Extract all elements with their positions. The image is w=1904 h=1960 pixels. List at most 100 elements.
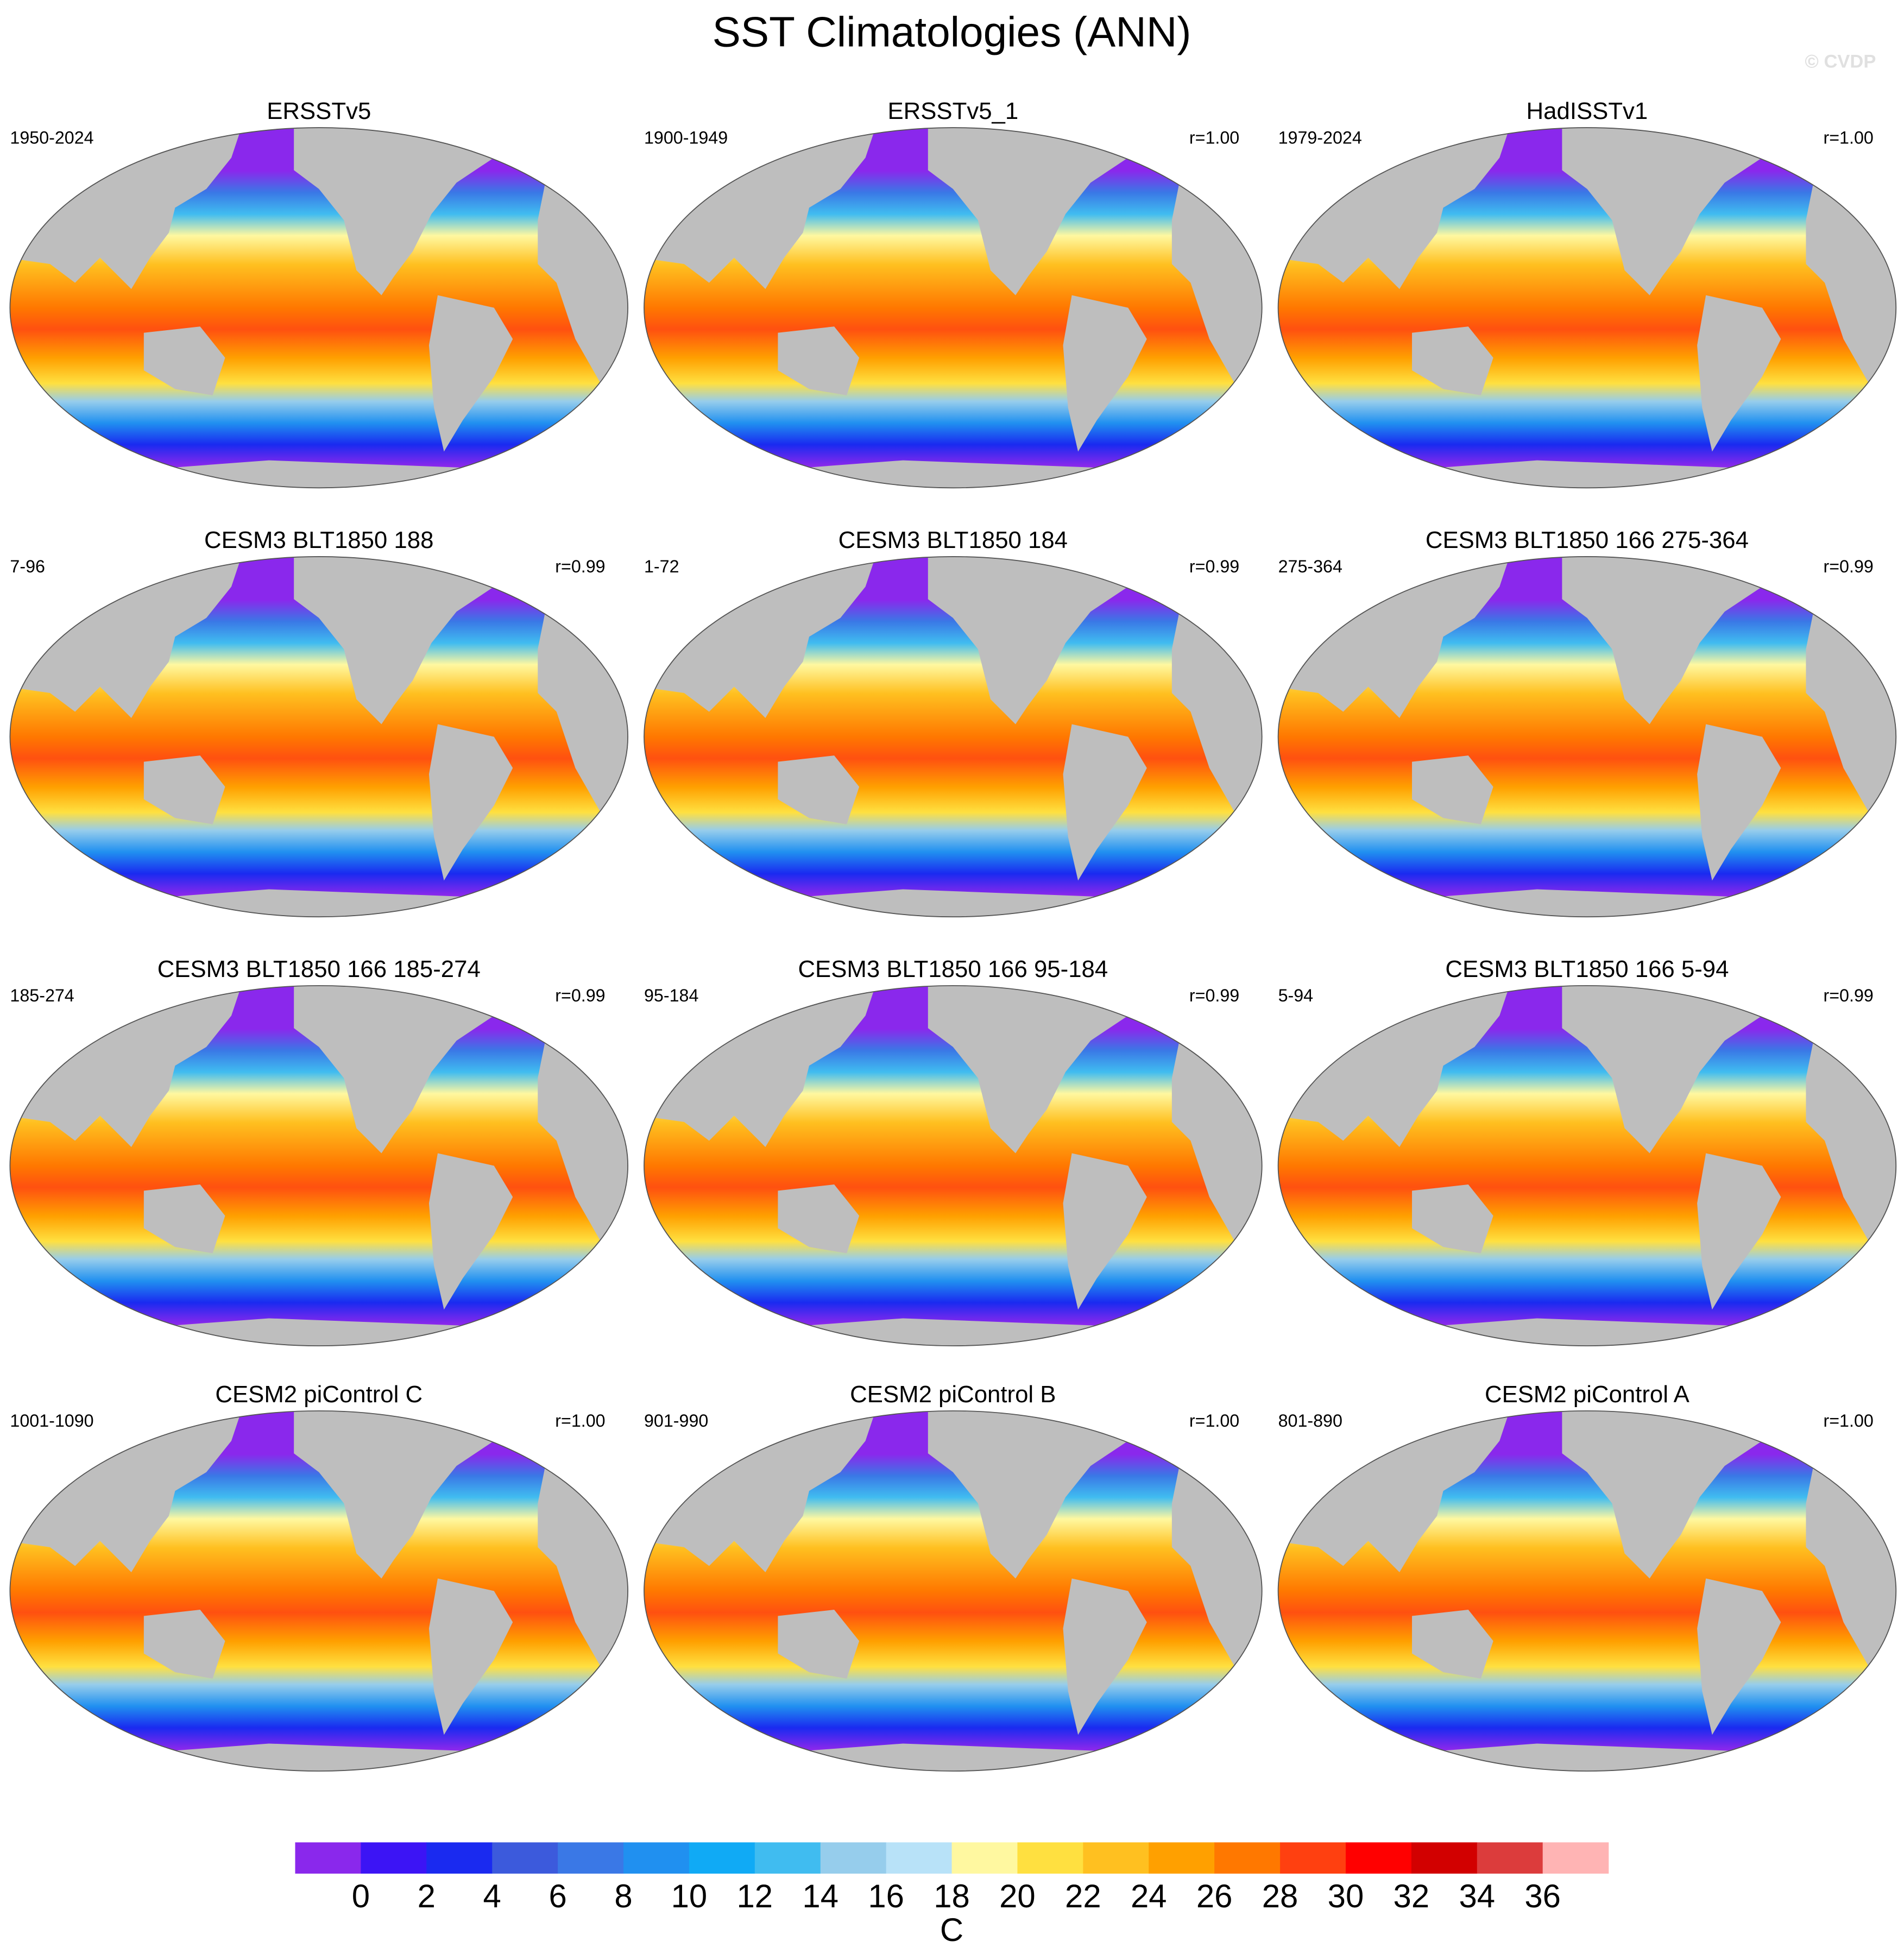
panel-period: 801-890 xyxy=(1278,1411,1342,1430)
map xyxy=(1275,549,1900,924)
colorbar-label: 28 xyxy=(1262,1878,1298,1914)
colorbar-label: 6 xyxy=(548,1878,566,1914)
colorbar-label: 2 xyxy=(418,1878,436,1914)
map xyxy=(640,978,1265,1353)
colorbar-label: 10 xyxy=(671,1878,708,1914)
panel-title: ERSSTv5_1 xyxy=(887,98,1018,124)
colorbar: 0 2 4 6 8 10 12 14 16 18 20 22 24 26 28 30 32 34 36C xyxy=(295,1842,1609,1948)
panel-title: CESM3 BLT1850 184 xyxy=(838,527,1068,553)
panel-title: CESM2 piControl C xyxy=(215,1381,423,1408)
map xyxy=(7,549,632,924)
colorbar-segment xyxy=(1083,1842,1149,1874)
panel-correlation: r=1.00 xyxy=(1824,128,1874,147)
map xyxy=(640,1403,1265,1779)
map xyxy=(640,120,1265,495)
panel: CESM2 piControl B 901-990 r=1.00 xyxy=(640,1381,1265,1779)
map xyxy=(1275,120,1900,495)
panel: ERSSTv5_1 1900-1949 r=1.00 xyxy=(640,98,1265,495)
panel-correlation: r=0.99 xyxy=(1189,557,1239,576)
panel-period: 95-184 xyxy=(644,986,698,1005)
colorbar-label: 20 xyxy=(999,1878,1036,1914)
map xyxy=(1275,1403,1900,1779)
panel-period: 1950-2024 xyxy=(10,128,93,147)
panel: CESM2 piControl C 1001-1090 r=1.00 xyxy=(7,1381,632,1779)
panel-title: ERSSTv5 xyxy=(267,98,371,124)
colorbar-label: 24 xyxy=(1131,1878,1167,1914)
colorbar-segment xyxy=(426,1842,493,1874)
colorbar-segment xyxy=(1477,1842,1543,1874)
colorbar-segment xyxy=(951,1842,1018,1874)
panel-correlation: r=0.99 xyxy=(1189,986,1239,1005)
panel-title: CESM2 piControl B xyxy=(850,1381,1056,1408)
colorbar-segment xyxy=(361,1842,427,1874)
colorbar-segment xyxy=(1017,1842,1084,1874)
map xyxy=(640,549,1265,924)
panel-period: 275-364 xyxy=(1278,557,1342,576)
panel-correlation: r=0.99 xyxy=(555,986,605,1005)
panel-correlation: r=1.00 xyxy=(1824,1411,1874,1430)
colorbar-label: 4 xyxy=(483,1878,501,1914)
colorbar-label: 30 xyxy=(1328,1878,1364,1914)
watermark: © CVDP xyxy=(1805,51,1876,72)
panel-title: CESM3 BLT1850 166 275-364 xyxy=(1426,527,1749,553)
colorbar-segment xyxy=(754,1842,821,1874)
panel: CESM2 piControl A 801-890 r=1.00 xyxy=(1275,1381,1900,1779)
colorbar-label: 34 xyxy=(1459,1878,1495,1914)
colorbar-segment xyxy=(1280,1842,1346,1874)
colorbar-segment xyxy=(820,1842,887,1874)
panel: CESM3 BLT1850 184 1-72 r=0.99 xyxy=(640,527,1265,924)
panel-correlation: r=1.00 xyxy=(1189,1411,1239,1430)
colorbar-segment xyxy=(1345,1842,1412,1874)
panel-correlation: r=1.00 xyxy=(555,1411,605,1430)
panel-correlation: r=1.00 xyxy=(1189,128,1239,147)
colorbar-label: 36 xyxy=(1524,1878,1561,1914)
panel-correlation: r=0.99 xyxy=(1824,557,1874,576)
panel-title: HadISSTv1 xyxy=(1527,98,1648,124)
panel-period: 1001-1090 xyxy=(10,1411,93,1430)
colorbar-segment xyxy=(558,1842,624,1874)
panel: CESM3 BLT1850 166 5-94 5-94 r=0.99 xyxy=(1275,956,1900,1353)
colorbar-segment xyxy=(1411,1842,1478,1874)
map xyxy=(1275,978,1900,1353)
panel-period: 5-94 xyxy=(1278,986,1314,1005)
panel-correlation: r=0.99 xyxy=(1824,986,1874,1005)
colorbar-unit: C xyxy=(940,1912,963,1948)
colorbar-label: 26 xyxy=(1196,1878,1233,1914)
panel-period: 7-96 xyxy=(10,557,45,576)
colorbar-label: 16 xyxy=(868,1878,904,1914)
colorbar-label: 12 xyxy=(737,1878,773,1914)
map xyxy=(7,1403,632,1779)
panels: ERSSTv5 1950-2024 ERSSTv5_1 1900-1949 r=1.00… xyxy=(7,98,1900,1779)
panel: HadISSTv1 1979-2024 r=1.00 xyxy=(1275,98,1900,495)
figure-title: SST Climatologies (ANN) xyxy=(713,8,1191,55)
panel-period: 185-274 xyxy=(10,986,74,1005)
panel-period: 1979-2024 xyxy=(1278,128,1362,147)
panel: CESM3 BLT1850 188 7-96 r=0.99 xyxy=(7,527,632,924)
colorbar-segment xyxy=(1149,1842,1215,1874)
colorbar-label: 22 xyxy=(1065,1878,1101,1914)
colorbar-label: 18 xyxy=(934,1878,970,1914)
colorbar-segment xyxy=(492,1842,558,1874)
colorbar-segment xyxy=(689,1842,755,1874)
panel: CESM3 BLT1850 166 275-364 275-364 r=0.99 xyxy=(1275,527,1900,924)
panel-period: 1900-1949 xyxy=(644,128,728,147)
panel-period: 901-990 xyxy=(644,1411,708,1430)
panel: CESM3 BLT1850 166 185-274 185-274 r=0.99 xyxy=(7,956,632,1353)
map xyxy=(7,120,632,495)
colorbar-segment xyxy=(1542,1842,1609,1874)
colorbar-segment xyxy=(1214,1842,1281,1874)
colorbar-label: 14 xyxy=(802,1878,838,1914)
panel-title: CESM2 piControl A xyxy=(1485,1381,1690,1408)
panel-title: CESM3 BLT1850 166 185-274 xyxy=(157,956,481,982)
panel: CESM3 BLT1850 166 95-184 95-184 r=0.99 xyxy=(640,956,1265,1353)
colorbar-label: 32 xyxy=(1394,1878,1430,1914)
panel-period: 1-72 xyxy=(644,557,679,576)
panel: ERSSTv5 1950-2024 xyxy=(7,98,632,495)
colorbar-label: 0 xyxy=(352,1878,370,1914)
colorbar-segment xyxy=(886,1842,953,1874)
map xyxy=(7,978,632,1353)
colorbar-segment xyxy=(295,1842,362,1874)
colorbar-label: 8 xyxy=(614,1878,632,1914)
